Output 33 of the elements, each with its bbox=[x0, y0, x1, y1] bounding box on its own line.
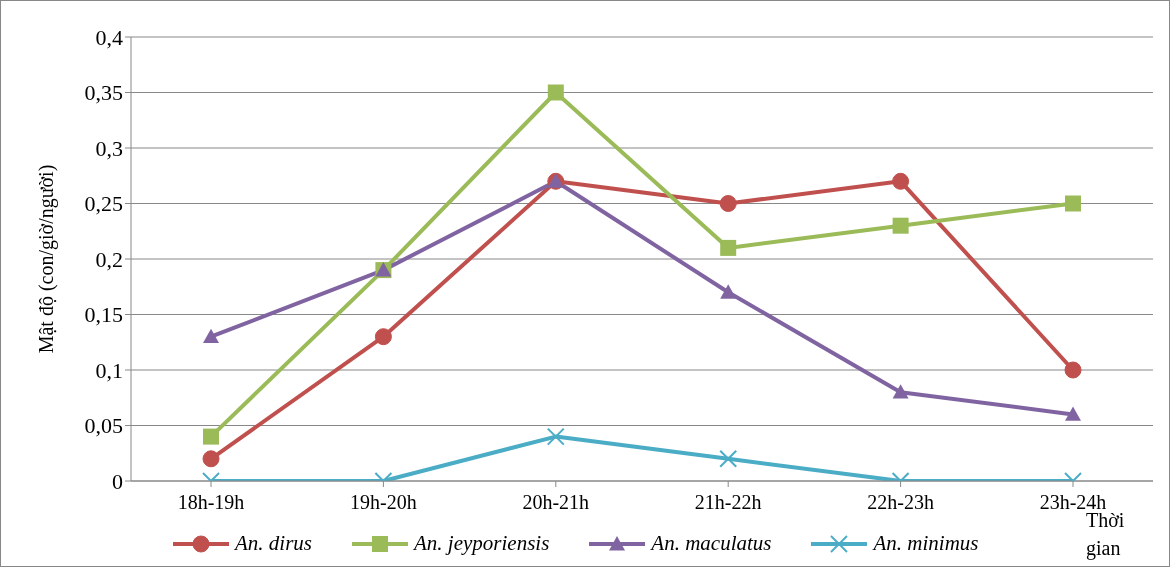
y-tick-label: 0,35 bbox=[84, 80, 123, 106]
point bbox=[720, 239, 737, 256]
y-tick-label: 0 bbox=[112, 468, 123, 494]
y-tick-label: 0,15 bbox=[84, 302, 123, 328]
point bbox=[203, 428, 219, 445]
legend-label: An. minimus bbox=[873, 531, 979, 556]
y-tick-label: 0,2 bbox=[95, 246, 123, 272]
y-tick-label: 0,25 bbox=[84, 191, 123, 217]
y-tick-label: 0,4 bbox=[95, 24, 123, 50]
legend-label: An. maculatus bbox=[651, 531, 772, 556]
point bbox=[1065, 406, 1081, 421]
x-tick-label: 19h-20h bbox=[350, 491, 417, 514]
legend-label: An. jeyporiensis bbox=[414, 531, 550, 556]
point bbox=[374, 328, 392, 346]
point bbox=[892, 384, 909, 399]
point bbox=[202, 450, 220, 468]
legend-label: An. dirus bbox=[235, 531, 313, 556]
x-tick-label: 20h-21h bbox=[522, 491, 590, 514]
y-tick-label: 0,3 bbox=[95, 135, 123, 161]
point bbox=[547, 84, 564, 101]
y-tick-label: 0,05 bbox=[84, 413, 123, 439]
x-tick-label: 22h-23h bbox=[867, 491, 934, 514]
y-tick-label: 0,1 bbox=[95, 357, 123, 383]
x-tick-label: 18h-19h bbox=[177, 491, 245, 514]
point bbox=[1064, 361, 1082, 379]
point bbox=[203, 328, 219, 344]
point bbox=[719, 195, 737, 212]
x-tick-label: 21h-22h bbox=[694, 491, 762, 514]
point bbox=[720, 284, 737, 299]
point bbox=[892, 172, 910, 190]
point bbox=[1065, 195, 1081, 212]
y-axis-title: Mật độ (con/giờ/người) bbox=[35, 164, 59, 354]
point bbox=[892, 217, 909, 234]
